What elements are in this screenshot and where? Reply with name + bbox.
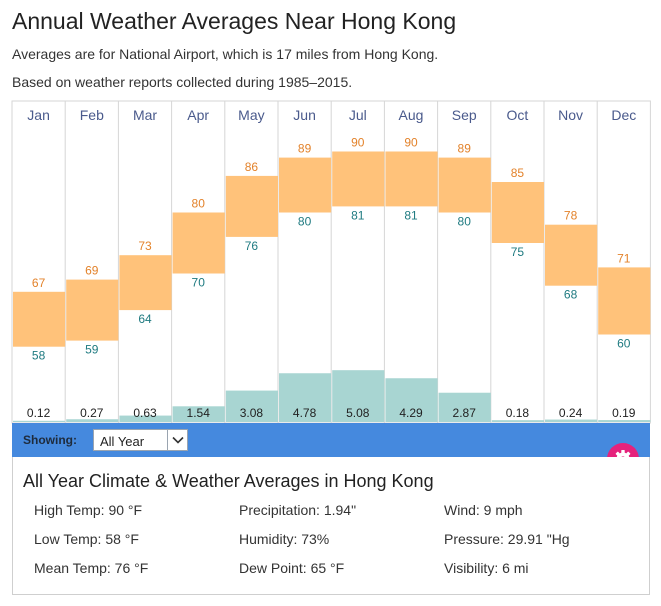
precip-label: 0.12: [27, 406, 51, 420]
temp-range-bar: [225, 175, 278, 237]
high-temp-label: 78: [564, 209, 578, 223]
temp-range-bar: [438, 157, 491, 213]
low-temp-label: 68: [564, 288, 578, 302]
temp-range-bar: [119, 255, 172, 311]
precip-label: 1.54: [187, 406, 211, 420]
temp-range-bar: [13, 291, 66, 347]
month-label: Jul: [349, 107, 367, 123]
month-label: Jun: [293, 107, 316, 123]
low-temp-label: 76: [245, 239, 259, 253]
precip-bar: [279, 373, 332, 422]
precip-label: 0.27: [80, 406, 104, 420]
temp-range-bar: [172, 212, 225, 274]
temp-range-bar: [332, 151, 385, 207]
month-label: Apr: [187, 107, 209, 123]
precip-label: 5.08: [346, 406, 370, 420]
chevron-down-icon[interactable]: [171, 433, 185, 447]
stat-humidity: Humidity: 73%: [239, 531, 330, 547]
high-temp-label: 89: [298, 142, 312, 156]
select-divider: [167, 430, 168, 450]
low-temp-label: 59: [85, 343, 99, 357]
showing-label: Showing:: [23, 433, 77, 447]
month-label: Oct: [507, 107, 529, 123]
month-label: Jan: [27, 107, 50, 123]
high-temp-label: 90: [404, 136, 418, 150]
period-select[interactable]: All Year: [93, 429, 188, 451]
low-temp-label: 58: [32, 349, 46, 363]
stat-wind: Wind: 9 mph: [444, 502, 523, 518]
month-label: Sep: [452, 107, 477, 123]
weather-chart: Jan 67 58 0.12 Feb 69 59 0.27 Mar 73 64 0.63 Apr 80 70…: [11, 100, 651, 424]
low-temp-label: 80: [298, 215, 312, 229]
low-temp-label: 60: [617, 337, 631, 351]
airport-note: Averages are for National Airport, which…: [12, 46, 439, 62]
period-select-value: All Year: [100, 434, 145, 449]
summary-title: All Year Climate & Weather Averages in H…: [23, 471, 434, 491]
temp-range-bar: [545, 224, 598, 286]
precip-label: 0.19: [612, 406, 636, 420]
high-temp-label: 71: [617, 251, 631, 265]
precip-bar: [13, 420, 66, 422]
high-temp-label: 89: [458, 142, 472, 156]
month-label: Dec: [611, 107, 636, 123]
stat-pressure: Pressure: 29.91 "Hg: [444, 531, 570, 547]
precip-bar: [119, 415, 172, 422]
precip-label: 2.87: [453, 406, 477, 420]
high-temp-label: 86: [245, 160, 259, 174]
precip-bar: [545, 419, 598, 422]
data-period-note: Based on weather reports collected durin…: [12, 74, 353, 90]
high-temp-label: 80: [192, 197, 206, 211]
precip-label: 3.08: [240, 406, 264, 420]
low-temp-label: 80: [458, 215, 472, 229]
temp-range-bar: [66, 279, 119, 341]
month-label: Feb: [80, 107, 104, 123]
temp-range-bar: [279, 157, 332, 213]
precip-label: 4.29: [399, 406, 423, 420]
month-label: Mar: [133, 107, 157, 123]
month-label: May: [238, 107, 264, 123]
precip-label: 0.18: [506, 406, 530, 420]
stat-high-temp: High Temp: 90 °F: [34, 502, 143, 518]
low-temp-label: 81: [351, 208, 365, 222]
temp-range-bar: [385, 151, 438, 207]
precip-label: 0.63: [133, 406, 157, 420]
low-temp-label: 81: [404, 208, 418, 222]
precip-bar: [172, 406, 225, 422]
precip-bar: [438, 392, 491, 422]
low-temp-label: 64: [138, 312, 152, 326]
high-temp-label: 73: [138, 239, 152, 253]
page-title: Annual Weather Averages Near Hong Kong: [12, 8, 457, 34]
stat-dew-point: Dew Point: 65 °F: [239, 560, 345, 576]
precip-bar: [332, 370, 385, 422]
high-temp-label: 85: [511, 166, 525, 180]
month-label: Aug: [399, 107, 424, 123]
stat-mean-temp: Mean Temp: 76 °F: [34, 560, 149, 576]
month-label: Nov: [558, 107, 583, 123]
stat-visibility: Visibility: 6 mi: [444, 560, 529, 576]
precip-bar: [225, 390, 278, 422]
temp-range-bar: [598, 267, 651, 335]
high-temp-label: 69: [85, 264, 99, 278]
low-temp-label: 70: [192, 276, 206, 290]
low-temp-label: 75: [511, 245, 525, 259]
temp-range-bar: [491, 182, 544, 243]
stat-low-temp: Low Temp: 58 °F: [34, 531, 139, 547]
precip-bar: [598, 420, 651, 422]
high-temp-label: 67: [32, 276, 46, 290]
precip-label: 4.78: [293, 406, 317, 420]
summary-panel: All Year Climate & Weather Averages in H…: [12, 457, 650, 595]
showing-bar: Showing: All Year: [12, 423, 650, 457]
stat-precipitation: Precipitation: 1.94": [239, 502, 357, 518]
precip-bar: [66, 419, 119, 422]
high-temp-label: 90: [351, 136, 365, 150]
precip-label: 0.24: [559, 406, 583, 420]
precip-bar: [491, 420, 544, 422]
precip-bar: [385, 378, 438, 422]
